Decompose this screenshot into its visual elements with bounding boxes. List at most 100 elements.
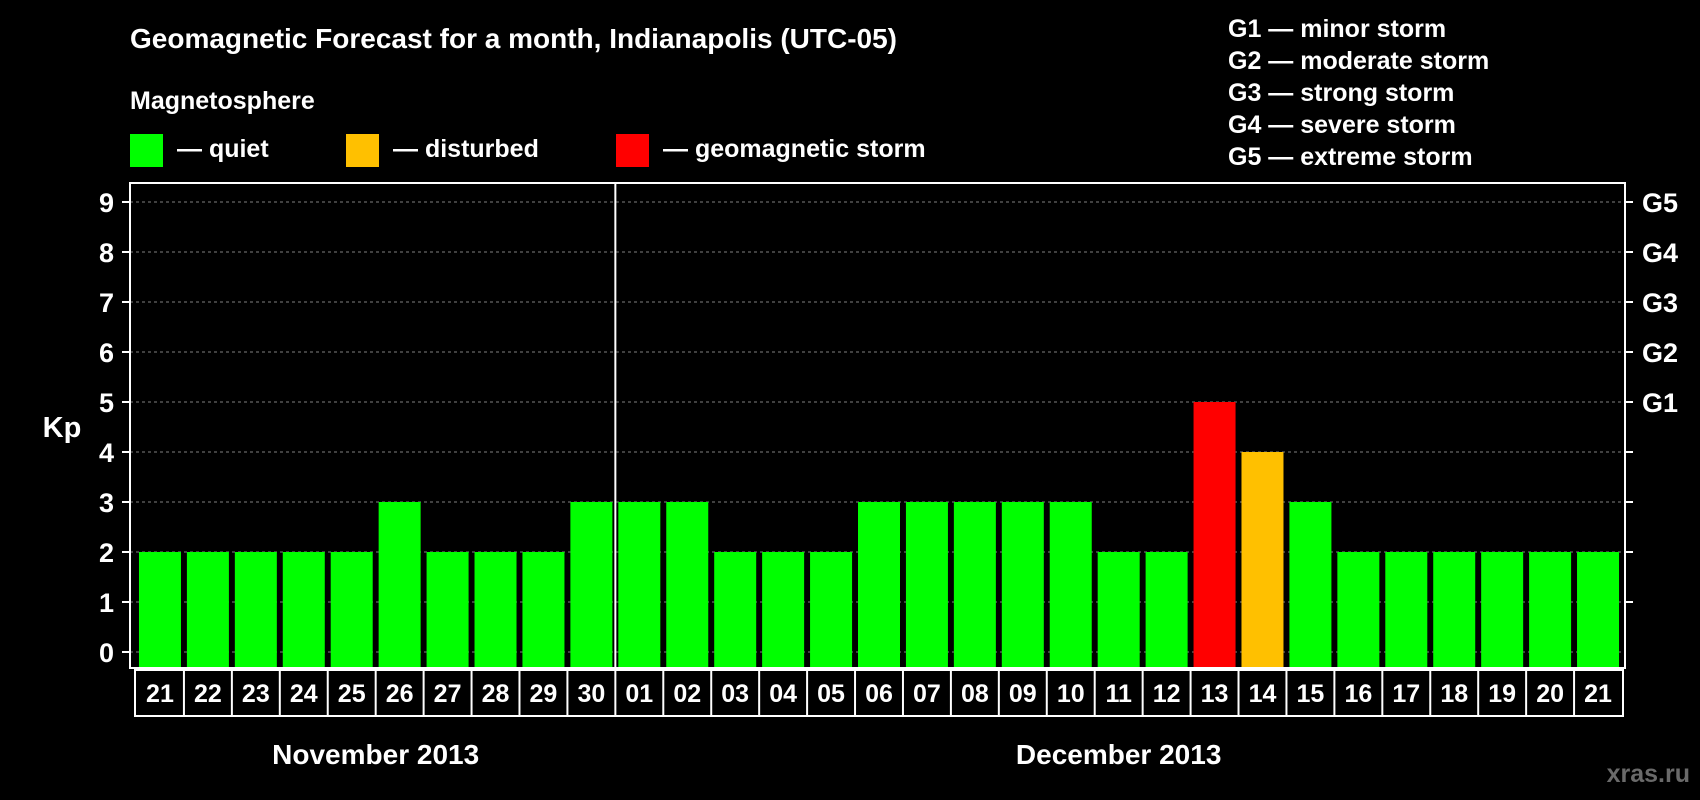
date-axis: 21 22 23 24 25 26 27 28 29 30 01 02 03 04 05 06 07 08 09 10… <box>134 669 1624 717</box>
kp-bar <box>1529 552 1572 668</box>
kp-bar <box>1385 552 1428 668</box>
kp-bar <box>282 552 325 668</box>
kp-bar <box>762 552 805 668</box>
kp-bar <box>714 552 757 668</box>
kp-bar <box>1289 502 1332 668</box>
storm-scale-g1: G1 — minor storm <box>1228 15 1446 43</box>
y-tick-label: 1 <box>99 588 114 618</box>
plot-frame <box>129 182 1626 669</box>
kp-bar <box>1145 552 1188 668</box>
date-label: 13 <box>1201 680 1229 708</box>
month-labels: November 2013 December 2013 <box>272 739 1221 770</box>
date-label: 02 <box>673 680 701 708</box>
kp-bar <box>905 502 948 668</box>
date-label: 06 <box>865 680 893 708</box>
date-label: 11 <box>1105 680 1132 708</box>
date-label: 12 <box>1153 680 1181 708</box>
legend-heading: Magnetosphere <box>130 87 315 115</box>
y-tick-label: 9 <box>99 188 114 218</box>
kp-bar <box>1433 552 1476 668</box>
date-label: 05 <box>817 680 845 708</box>
kp-bar <box>1001 502 1044 668</box>
date-label: 07 <box>913 680 941 708</box>
y-tick-label: 0 <box>99 638 114 668</box>
date-label: 19 <box>1488 680 1516 708</box>
plot-frame-border <box>129 182 1626 669</box>
y-tick-label: 4 <box>99 438 114 468</box>
kp-bar <box>186 552 229 668</box>
legend-swatch-disturbed <box>346 134 379 167</box>
storm-scale-g3: G3 — strong storm <box>1228 79 1454 107</box>
kp-bar <box>1097 552 1140 668</box>
kp-bar <box>1049 502 1092 668</box>
kp-bar <box>858 502 900 668</box>
kp-bar <box>1337 552 1380 668</box>
y-tick-label: 6 <box>99 338 114 368</box>
storm-scale-g2: G2 — moderate storm <box>1228 47 1489 75</box>
legend-label-storm: — geomagnetic storm <box>663 135 926 163</box>
g-tick-label: G4 <box>1642 238 1678 268</box>
storm-scale-g5: G5 — extreme storm <box>1228 143 1473 171</box>
y-tick-label: 3 <box>99 488 114 518</box>
date-label: 10 <box>1057 680 1085 708</box>
date-label: 21 <box>1584 680 1612 708</box>
kp-bar <box>666 502 709 668</box>
g-tick-label: G1 <box>1642 388 1678 418</box>
kp-bar <box>234 552 277 668</box>
month-label: November 2013 <box>272 739 479 770</box>
kp-bar <box>330 552 373 668</box>
date-label: 27 <box>434 680 462 708</box>
date-label: 03 <box>721 680 749 708</box>
date-label: 24 <box>290 680 318 708</box>
kp-bar <box>618 502 661 668</box>
date-label: 01 <box>625 680 653 708</box>
kp-bar <box>474 552 517 668</box>
storm-scale-legend: G1 — minor storm G2 — moderate storm G3 … <box>1228 15 1489 171</box>
y-tick-label: 8 <box>99 238 114 268</box>
y-tick-label: 2 <box>99 538 114 568</box>
date-label: 26 <box>386 680 414 708</box>
y-tick-label: 7 <box>99 288 114 318</box>
bars <box>138 402 1620 668</box>
kp-bar <box>1481 552 1524 668</box>
date-label: 28 <box>482 680 510 708</box>
date-label: 14 <box>1249 680 1277 708</box>
date-label: 20 <box>1536 680 1564 708</box>
y-axis-label: Kp <box>43 412 82 444</box>
date-label: 30 <box>577 680 605 708</box>
date-label: 16 <box>1344 680 1372 708</box>
legend-label-quiet: — quiet <box>177 135 269 163</box>
kp-bar <box>953 502 996 668</box>
kp-bar <box>522 552 565 668</box>
g-tick-label: G5 <box>1642 188 1678 218</box>
month-label: December 2013 <box>1016 739 1221 770</box>
date-label: 09 <box>1009 680 1037 708</box>
y-tick-label: 5 <box>99 388 114 418</box>
date-label: 23 <box>242 680 270 708</box>
date-row-frame <box>134 669 1624 717</box>
kp-bar <box>810 552 853 668</box>
chart-title: Geomagnetic Forecast for a month, Indian… <box>130 23 897 54</box>
kp-bar <box>570 502 613 668</box>
kp-bar <box>1577 552 1620 668</box>
date-label: 29 <box>530 680 558 708</box>
date-label: 18 <box>1440 680 1468 708</box>
g-scale-axis: G1 G2 G3 G4 G5 <box>1625 188 1678 603</box>
g-tick-label: G3 <box>1642 288 1678 318</box>
kp-bar <box>426 552 469 668</box>
date-label: 15 <box>1297 680 1325 708</box>
date-label: 25 <box>338 680 366 708</box>
kp-bar <box>138 552 181 668</box>
storm-scale-g4: G4 — severe storm <box>1228 111 1456 139</box>
date-label: 22 <box>194 680 222 708</box>
legend-items: — quiet — disturbed — geomagnetic storm <box>130 134 926 167</box>
watermark: xras.ru <box>1607 760 1690 788</box>
kp-bar <box>378 502 421 668</box>
date-label: 17 <box>1392 680 1420 708</box>
kp-bar <box>1241 452 1284 668</box>
date-label: 04 <box>769 680 797 708</box>
date-label: 21 <box>146 680 174 708</box>
legend-label-disturbed: — disturbed <box>393 135 539 163</box>
